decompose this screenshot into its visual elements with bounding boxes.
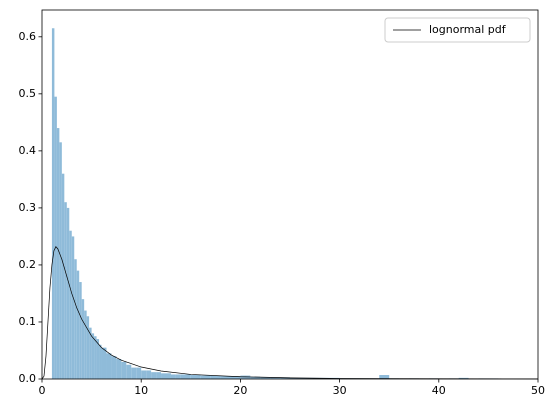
y-tick-label: 0.2 <box>19 258 37 271</box>
histogram-bar <box>79 282 82 379</box>
histogram-bar <box>180 374 191 379</box>
histogram-bar <box>126 364 132 379</box>
legend-label: lognormal pdf <box>429 23 507 36</box>
histogram-bar <box>71 236 75 379</box>
y-tick-label: 0.5 <box>19 87 37 100</box>
y-tick-label: 0.3 <box>19 201 37 214</box>
histogram-bar <box>91 333 95 379</box>
histogram-bar <box>61 173 65 379</box>
histogram-bar <box>69 230 72 379</box>
histogram-bar <box>156 372 162 379</box>
histogram-bar <box>116 359 122 379</box>
histogram-bar <box>240 375 251 379</box>
histogram-bar <box>51 28 55 379</box>
histogram-bar <box>250 376 261 379</box>
histogram-bar <box>175 374 181 379</box>
histogram-bar <box>146 370 152 379</box>
x-tick-label: 50 <box>531 384 545 397</box>
histogram-bar <box>230 376 241 379</box>
histogram-bar <box>96 339 100 379</box>
histogram-bar <box>74 259 77 379</box>
histogram-bar <box>89 327 92 379</box>
histogram-bar <box>260 377 271 379</box>
y-tick-label: 0.0 <box>19 372 37 385</box>
histogram-bar <box>220 376 231 379</box>
histogram-bar <box>94 336 97 379</box>
histogram-bar <box>66 207 70 379</box>
x-tick-label: 0 <box>39 384 46 397</box>
histogram-bar <box>141 370 147 379</box>
histogram-bar <box>200 375 211 379</box>
legend-box <box>384 17 531 43</box>
y-tick-label: 0.1 <box>19 315 37 328</box>
histogram-bar <box>190 375 201 379</box>
histogram-bar <box>101 347 107 379</box>
histogram-bar <box>131 367 137 379</box>
x-tick-label: 20 <box>233 384 247 397</box>
histogram-bar <box>210 375 221 379</box>
histogram-bar <box>86 316 90 379</box>
histogram-bar <box>81 299 85 379</box>
histogram-bar <box>99 344 102 379</box>
y-tick-label: 0.6 <box>19 30 37 43</box>
histogram-bar <box>170 374 176 379</box>
histogram-bar <box>270 377 281 379</box>
axes-frame <box>41 9 539 380</box>
histogram-bar <box>121 361 127 379</box>
histogram-bar <box>64 202 67 379</box>
histogram-bar <box>290 377 300 379</box>
histogram-bar <box>59 142 62 379</box>
histogram-bar <box>379 375 390 379</box>
histogram-bar <box>299 377 310 379</box>
x-tick-label: 40 <box>432 384 446 397</box>
histogram-bar <box>56 128 60 379</box>
histogram-bar <box>136 367 142 379</box>
y-tick-label: 0.4 <box>19 144 37 157</box>
histogram-bar <box>76 270 80 379</box>
histogram-bar <box>151 372 157 379</box>
x-tick-label: 30 <box>333 384 347 397</box>
histogram-bar <box>280 377 290 379</box>
histogram-bar <box>54 96 57 380</box>
histogram-bar <box>111 356 117 379</box>
histogram-bar <box>166 373 171 379</box>
histogram-bar <box>106 353 112 379</box>
histogram-bar <box>161 373 166 379</box>
pdf-line <box>41 246 539 380</box>
x-tick-label: 10 <box>134 384 148 397</box>
histogram-bar <box>84 310 87 379</box>
